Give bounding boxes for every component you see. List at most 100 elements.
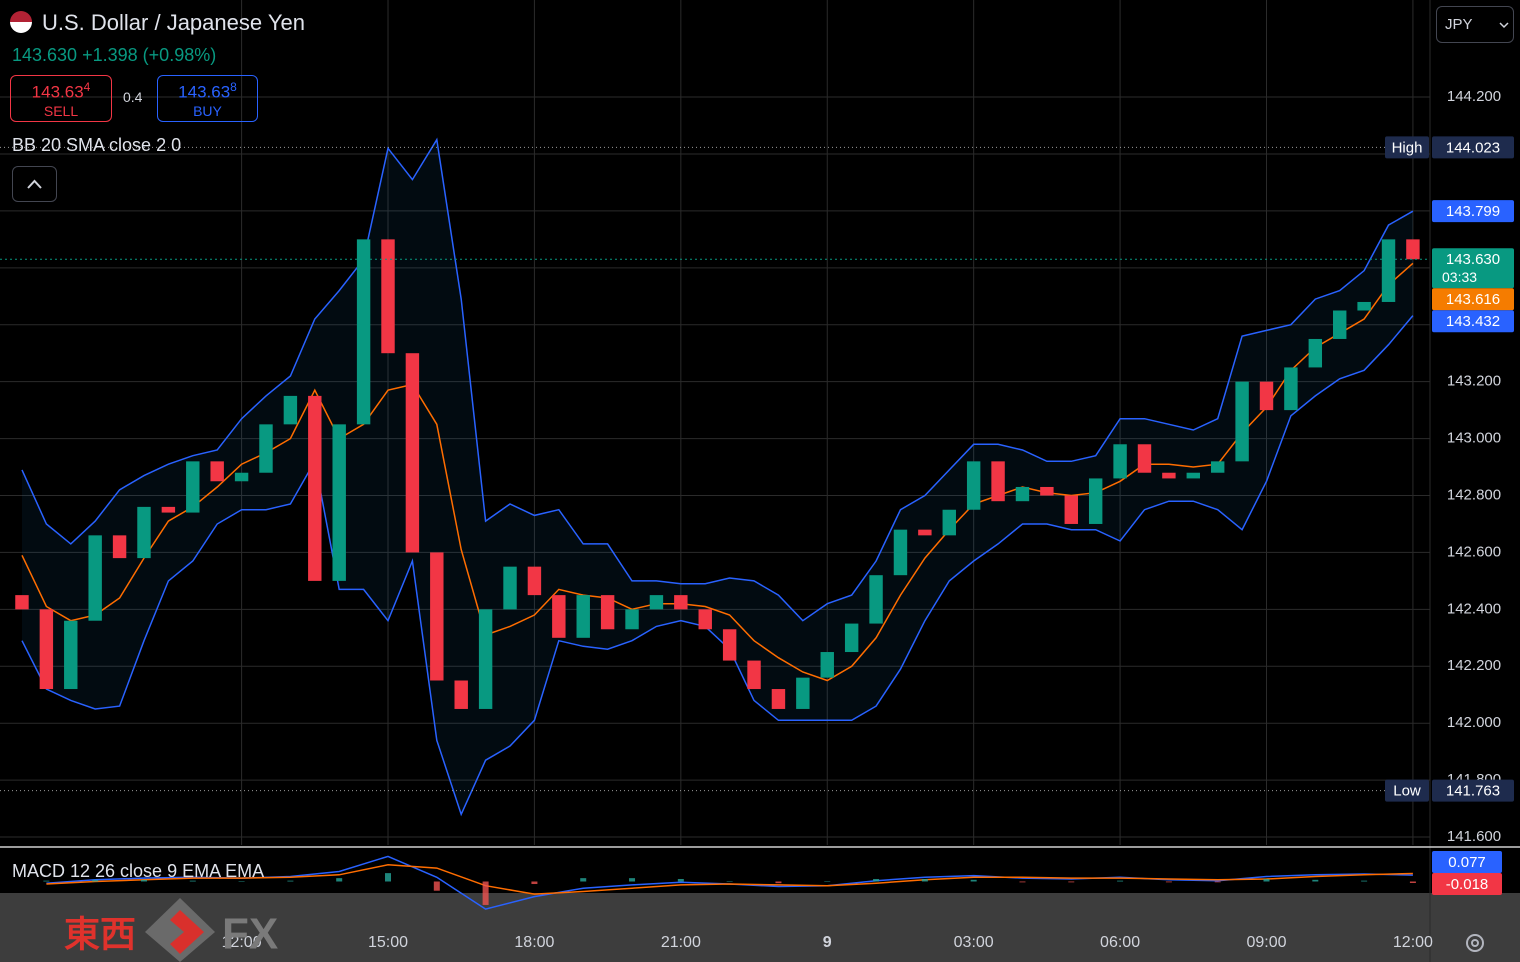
price-tag: 141.763 — [1446, 783, 1500, 800]
price-tag: 143.432 — [1446, 313, 1500, 330]
change: +1.398 — [82, 45, 138, 65]
bb-line — [21, 137, 1414, 622]
y-tick-label: 144.200 — [1447, 88, 1501, 105]
histogram-bar — [531, 881, 538, 885]
candle-body — [1406, 239, 1420, 260]
histogram-bar — [677, 878, 684, 882]
candle-body — [112, 535, 127, 559]
price-tag-label: High — [1392, 139, 1423, 156]
y-tick-label: 142.600 — [1447, 543, 1501, 560]
bb-line — [21, 315, 1414, 817]
histogram-bar — [1019, 881, 1026, 883]
logo-fx: FX — [222, 910, 278, 959]
candle-body — [405, 353, 420, 553]
price-tag: 143.630 — [1446, 251, 1500, 268]
price-tag-bg — [1432, 136, 1514, 159]
y-tick-label: 142.400 — [1447, 600, 1501, 617]
candle-body — [186, 461, 200, 513]
currency-dropdown[interactable]: JPY — [1436, 6, 1514, 43]
spread: 0.4 — [123, 89, 143, 105]
candle-body — [137, 506, 151, 559]
x-tick-label: 09:00 — [1246, 934, 1286, 951]
sell-pip: 4 — [83, 80, 91, 94]
bb-line — [21, 262, 1414, 682]
price-tag-bg — [1385, 136, 1429, 159]
price-tag-bg — [1385, 779, 1429, 802]
histogram-bar — [1409, 881, 1416, 884]
x-tick-label: 12:00 — [222, 934, 262, 951]
histogram-bar — [238, 881, 245, 882]
candle-body — [259, 424, 273, 473]
candle-body — [1308, 338, 1323, 368]
candle-body — [649, 595, 664, 610]
gear-ring[interactable] — [1466, 934, 1484, 952]
histogram-bar — [970, 879, 977, 882]
price-tag: 144.023 — [1446, 139, 1500, 156]
candle-body — [966, 461, 981, 510]
histogram-bar — [873, 878, 880, 882]
gear-hub[interactable] — [1471, 939, 1479, 947]
y-tick-label: 142.800 — [1447, 486, 1501, 503]
candle-body — [552, 595, 566, 638]
candle-body — [1040, 486, 1054, 496]
y-tick-label: 142.000 — [1447, 714, 1501, 731]
collapse-button[interactable] — [12, 166, 57, 202]
histogram-bar — [433, 881, 440, 891]
chevron-path — [27, 179, 42, 189]
histogram-bar — [921, 878, 928, 882]
price-tag-bg — [1432, 248, 1514, 289]
macd-tag: -0.018 — [1446, 876, 1489, 893]
change-pct: (+0.98%) — [142, 45, 217, 65]
histogram-bar — [336, 878, 343, 882]
histogram-bar — [482, 881, 489, 905]
candle-body — [1015, 486, 1030, 502]
flag-icon — [10, 11, 32, 33]
candle-body — [674, 595, 688, 610]
histogram-bar — [726, 881, 733, 882]
symbol-title: U.S. Dollar / Japanese Yen — [42, 10, 305, 35]
buy-label: BUY — [193, 102, 222, 119]
price-tag-bg — [1432, 779, 1514, 802]
candle-body — [722, 629, 737, 661]
buy-button[interactable]: 143.638 BUY — [157, 75, 258, 122]
price: 143.630 — [12, 45, 78, 65]
candle-body — [234, 472, 249, 482]
logo-arrow — [170, 910, 204, 954]
histogram-bar — [580, 878, 587, 882]
settings-gear[interactable] — [1466, 934, 1484, 952]
macd-tag-bg — [1432, 873, 1502, 895]
price-tag: 143.616 — [1446, 291, 1500, 308]
candle-body — [1235, 381, 1249, 462]
price-tag-bg — [1432, 288, 1514, 311]
candle-body — [1210, 461, 1225, 473]
price-tag-bg — [1432, 310, 1514, 333]
price-tag-bg — [1432, 200, 1514, 223]
histogram-bar — [824, 881, 831, 882]
candle-body — [161, 506, 176, 513]
x-tick-label: 15:00 — [368, 934, 408, 951]
x-tick-label: 21:00 — [661, 934, 701, 951]
x-tick-label: 06:00 — [1100, 934, 1140, 951]
sell-button[interactable]: 143.634 SELL — [10, 75, 112, 122]
chevron-path — [1499, 22, 1509, 29]
macd-tag: 0.077 — [1448, 854, 1486, 871]
candle-body — [991, 461, 1005, 502]
watermark-logo: 東西 FX — [64, 898, 278, 962]
candle-body — [39, 609, 54, 690]
y-tick-label: 143.200 — [1447, 373, 1501, 390]
candle-body — [747, 660, 761, 690]
candle-body — [771, 689, 786, 709]
histogram-bar — [189, 880, 196, 882]
price-tag: 143.799 — [1446, 203, 1500, 220]
histogram-bar — [1214, 881, 1221, 883]
price-line: 143.630 +1.398 (+0.98%) — [12, 45, 216, 66]
candle-body — [1381, 239, 1396, 302]
candle-body — [527, 566, 542, 596]
candle-body — [1137, 444, 1152, 473]
candle-body — [1162, 472, 1176, 479]
candle-body — [210, 461, 224, 482]
candle-body — [1357, 301, 1371, 311]
